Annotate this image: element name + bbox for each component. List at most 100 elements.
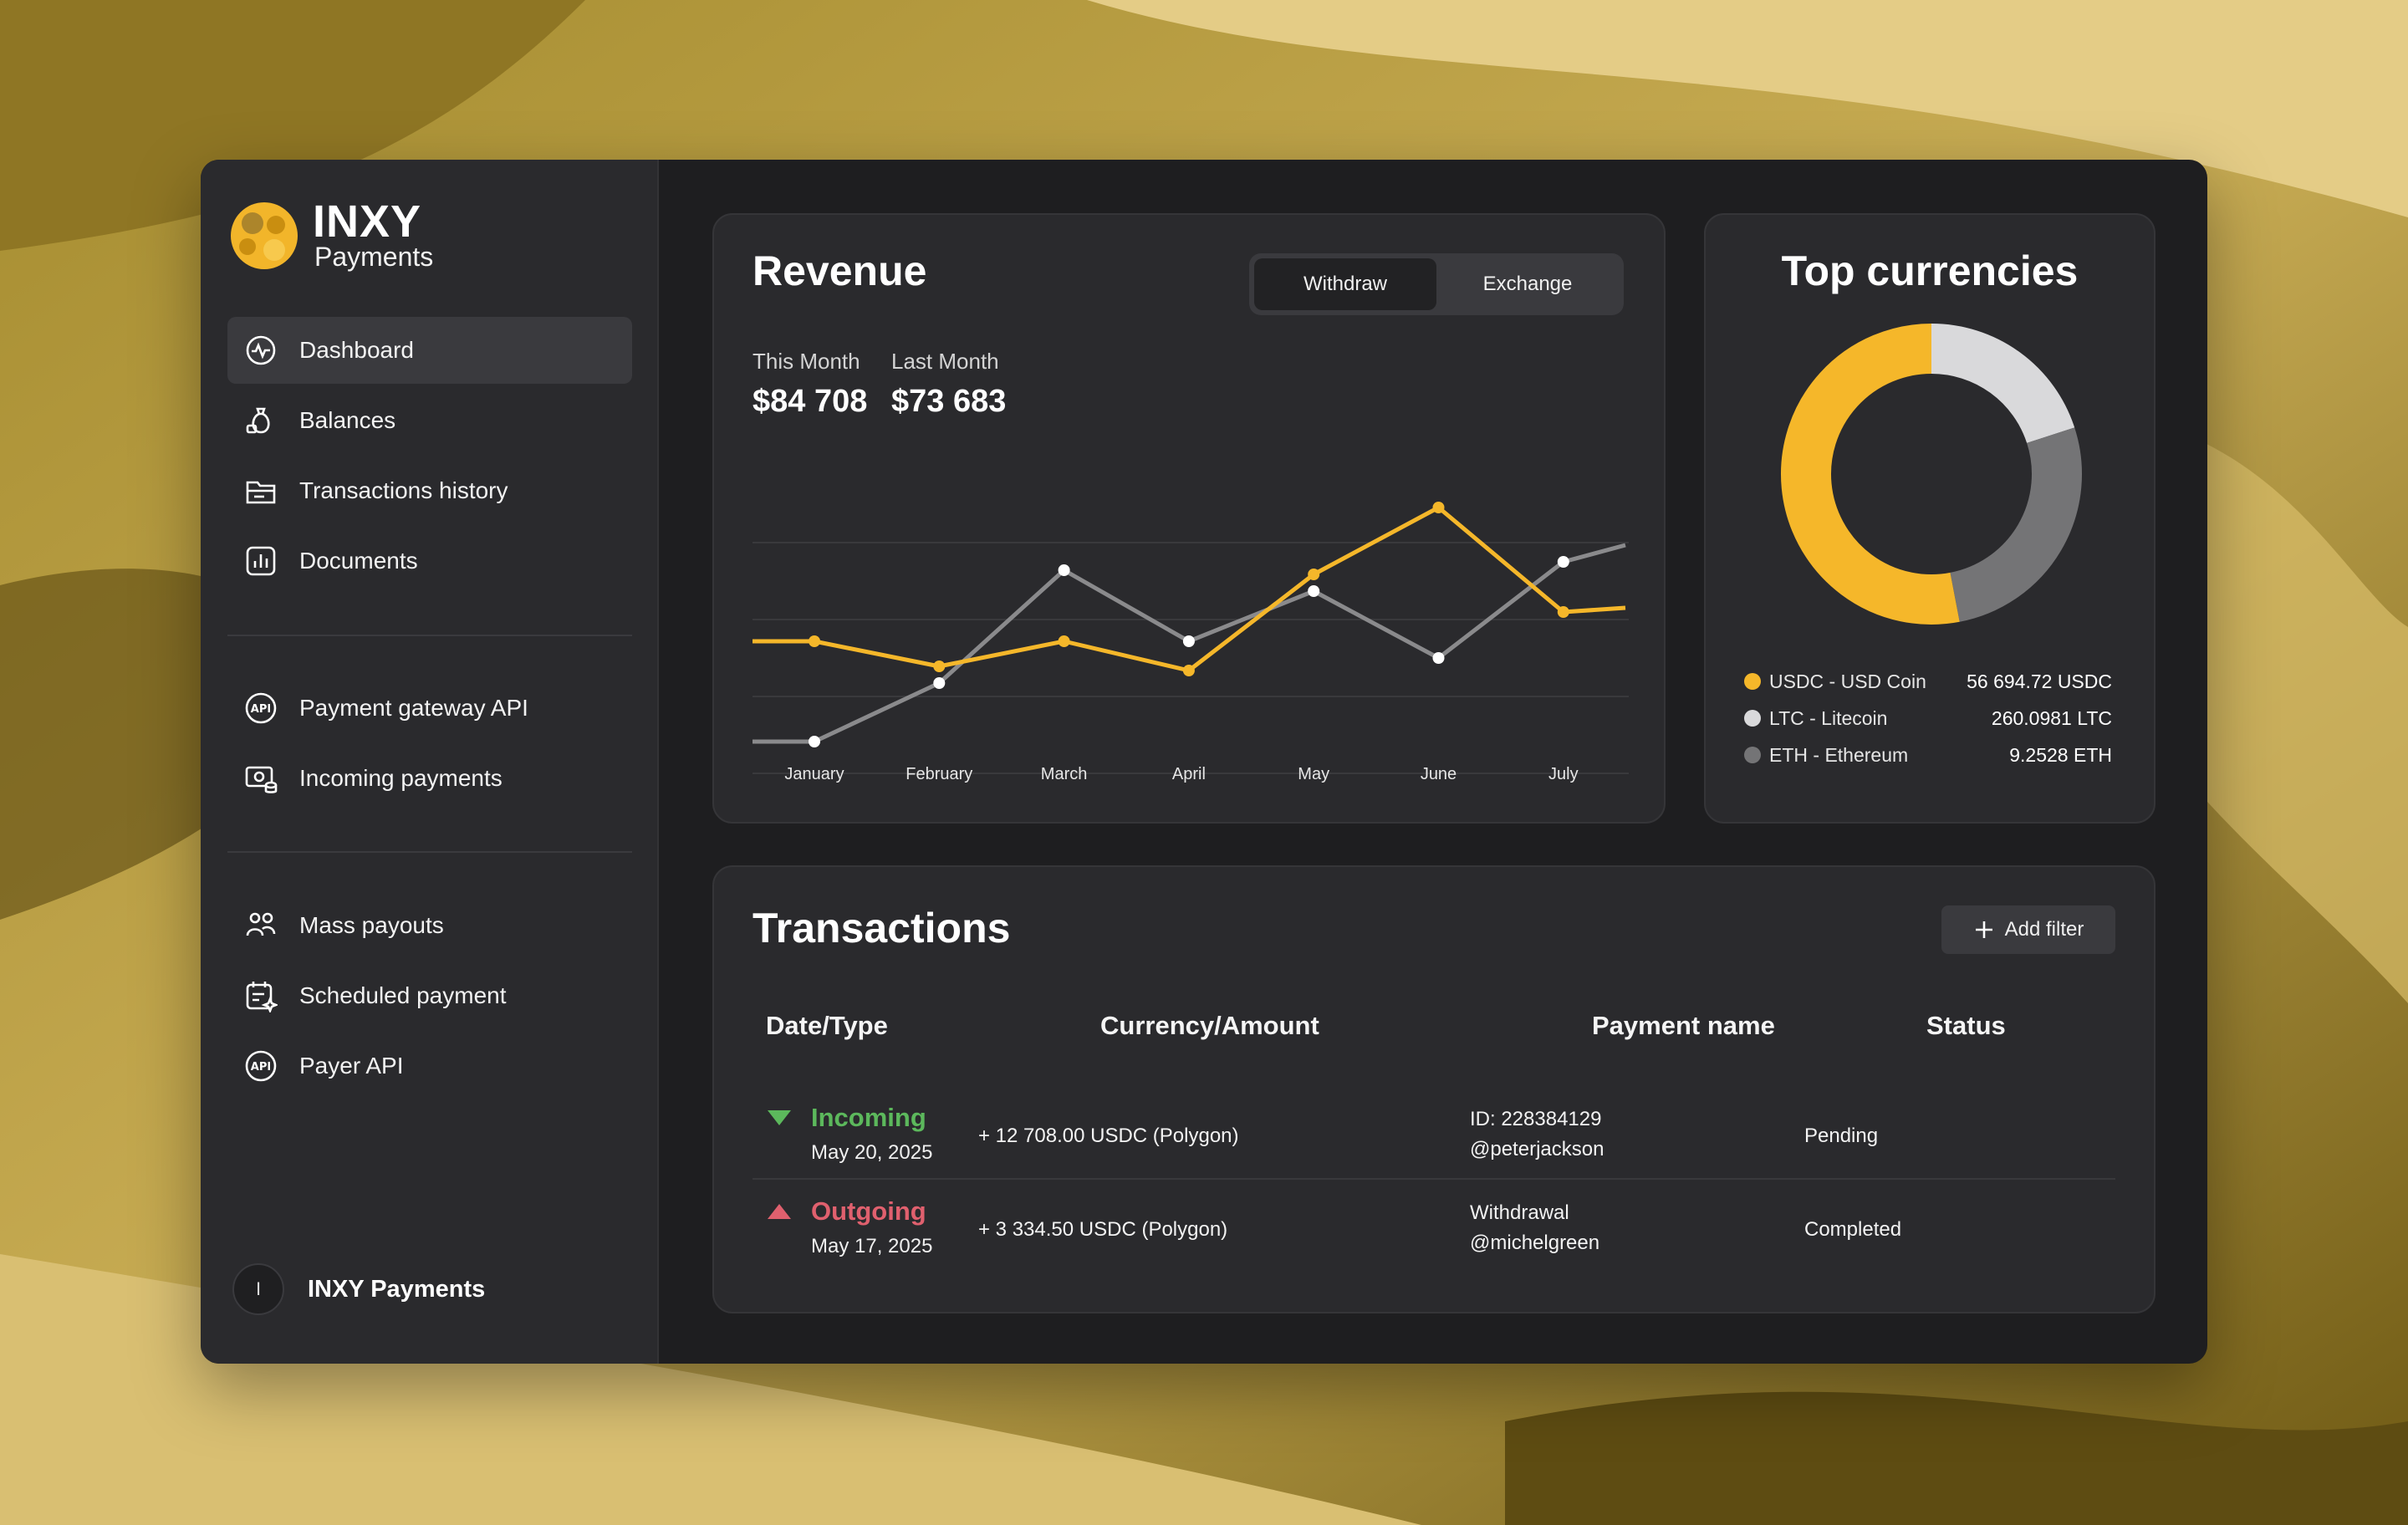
data-point[interactable]	[1182, 635, 1195, 647]
transactions-card: Transactions Add filter Date/Type Curren…	[712, 865, 2155, 1313]
user-profile[interactable]: I INXY Payments	[232, 1263, 485, 1315]
tab-withdraw[interactable]: Withdraw	[1254, 258, 1436, 310]
legend-item-usdc: USDC - USD Coin 56 694.72 USDC	[1744, 663, 2112, 700]
sidebar-item-documents[interactable]: Documents	[227, 528, 632, 594]
legend-name: USDC - USD Coin	[1769, 670, 1926, 692]
last-month-value: $73 683	[891, 384, 1007, 419]
last-month-label: Last Month	[891, 349, 999, 374]
revenue-line-chart: January February March April May June July	[752, 502, 1629, 783]
sidebar-item-incoming-payments[interactable]: Incoming payments	[227, 745, 632, 812]
legend-name: ETH - Ethereum	[1769, 743, 1909, 766]
column-header-payment-name[interactable]: Payment name	[1592, 1011, 1775, 1040]
money-bag-icon	[242, 402, 279, 439]
data-point[interactable]	[1058, 564, 1070, 576]
type-label: Outgoing	[811, 1196, 926, 1226]
sidebar-item-label: Balances	[299, 407, 396, 433]
legend-item-ltc: LTC - Litecoin 260.0981 LTC	[1744, 700, 2112, 737]
x-tick-label: April	[1172, 765, 1206, 783]
top-currencies-card: Top currencies USDC - USD Coin 56 694.72…	[1704, 213, 2155, 824]
eth-dot	[1744, 747, 1761, 763]
x-tick-label: January	[784, 765, 844, 783]
cash-icon	[242, 760, 279, 797]
data-point[interactable]	[809, 635, 820, 647]
transaction-type: Outgoing	[766, 1196, 926, 1227]
usdc-dot	[1744, 673, 1761, 690]
table-row[interactable]: Incoming May 20, 2025 + 12 708.00 USDC (…	[752, 1091, 2115, 1185]
data-point[interactable]	[1308, 585, 1320, 597]
column-header-currency-amount[interactable]: Currency/Amount	[1100, 1011, 1319, 1040]
folder-icon	[242, 472, 279, 509]
payment-description: Withdrawal	[1470, 1201, 1569, 1224]
sidebar-item-scheduled-payment[interactable]: Scheduled payment	[227, 962, 632, 1029]
nav-group-payouts: Mass payouts Scheduled payment API Payer…	[227, 892, 632, 1103]
data-point[interactable]	[1308, 569, 1320, 580]
sidebar-divider	[227, 851, 632, 853]
sidebar-item-label: Dashboard	[299, 337, 414, 363]
this-month-label: This Month	[752, 349, 860, 374]
ltc-dot	[1744, 710, 1761, 727]
data-point[interactable]	[809, 736, 820, 747]
tab-exchange[interactable]: Exchange	[1482, 273, 1573, 295]
data-point[interactable]	[933, 677, 946, 689]
revenue-title: Revenue	[752, 247, 927, 294]
nav-group-main: Dashboard Balances Transactions history …	[227, 317, 632, 598]
data-point[interactable]	[1557, 556, 1569, 568]
sidebar-item-dashboard[interactable]: Dashboard	[227, 317, 632, 384]
payment-user: @peterjackson	[1470, 1138, 1604, 1160]
triangle-down-icon	[768, 1110, 791, 1125]
x-tick-label: May	[1298, 765, 1329, 783]
legend-item-eth: ETH - Ethereum 9.2528 ETH	[1744, 737, 2112, 773]
transaction-date: May 17, 2025	[811, 1235, 933, 1257]
activity-icon	[242, 332, 279, 369]
sidebar-item-balances[interactable]: Balances	[227, 387, 632, 454]
api-icon: API	[242, 690, 279, 727]
sidebar-item-label: Incoming payments	[299, 765, 503, 791]
column-header-date-type[interactable]: Date/Type	[766, 1011, 888, 1040]
donut-slice[interactable]	[1781, 324, 1960, 625]
svg-text:API: API	[251, 1061, 271, 1074]
payment-user: @michelgreen	[1470, 1232, 1600, 1254]
column-header-status[interactable]: Status	[1926, 1011, 2006, 1040]
sidebar-item-label: Scheduled payment	[299, 982, 507, 1008]
status-badge: Completed	[1804, 1218, 1902, 1241]
inxy-logo-icon	[231, 202, 298, 269]
logo-subtitle: Payments	[314, 242, 434, 272]
legend-value: 260.0981 LTC	[1991, 706, 2112, 729]
add-filter-button[interactable]: Add filter	[1941, 905, 2115, 954]
sidebar-item-label: Mass payouts	[299, 912, 444, 938]
donut-slice[interactable]	[1931, 324, 2075, 444]
legend-name: LTC - Litecoin	[1769, 706, 1888, 729]
data-point[interactable]	[1557, 606, 1569, 618]
sidebar-item-label: Payment gateway API	[299, 695, 528, 721]
report-icon	[242, 543, 279, 579]
data-point[interactable]	[1432, 502, 1445, 513]
revenue-card: Revenue Withdraw Exchange This Month $84…	[712, 213, 1666, 824]
data-point[interactable]	[1182, 665, 1195, 676]
sidebar-item-payment-gateway-api[interactable]: API Payment gateway API	[227, 675, 632, 742]
sidebar-item-payer-api[interactable]: API Payer API	[227, 1033, 632, 1099]
x-tick-label: March	[1041, 765, 1088, 783]
sidebar-item-mass-payouts[interactable]: Mass payouts	[227, 892, 632, 959]
status-badge: Pending	[1804, 1125, 1879, 1147]
row-divider	[752, 1178, 2115, 1180]
sidebar-divider	[227, 635, 632, 636]
payment-name: Withdrawal @michelgreen	[1470, 1198, 1599, 1258]
users-icon	[242, 907, 279, 944]
x-tick-label: July	[1548, 765, 1579, 783]
triangle-up-icon	[768, 1204, 791, 1219]
data-point[interactable]	[933, 660, 946, 672]
this-month-value: $84 708	[752, 384, 868, 419]
data-point[interactable]	[1432, 652, 1445, 664]
transactions-title: Transactions	[752, 905, 1011, 951]
transaction-type: Incoming	[766, 1103, 926, 1133]
data-point[interactable]	[1058, 635, 1070, 647]
transaction-amount: + 3 334.50 USDC (Polygon)	[978, 1218, 1228, 1241]
logo[interactable]: INXY Payments	[227, 199, 434, 272]
donut-slice[interactable]	[1949, 427, 2082, 622]
revenue-tabs: Withdraw Exchange	[1249, 253, 1624, 315]
x-tick-label: February	[906, 765, 972, 783]
nav-group-api: API Payment gateway API Incoming payment…	[227, 675, 632, 815]
sidebar-item-transactions-history[interactable]: Transactions history	[227, 457, 632, 524]
x-tick-label: June	[1421, 765, 1457, 783]
table-row[interactable]: Outgoing May 17, 2025 + 3 334.50 USDC (P…	[752, 1185, 2115, 1278]
